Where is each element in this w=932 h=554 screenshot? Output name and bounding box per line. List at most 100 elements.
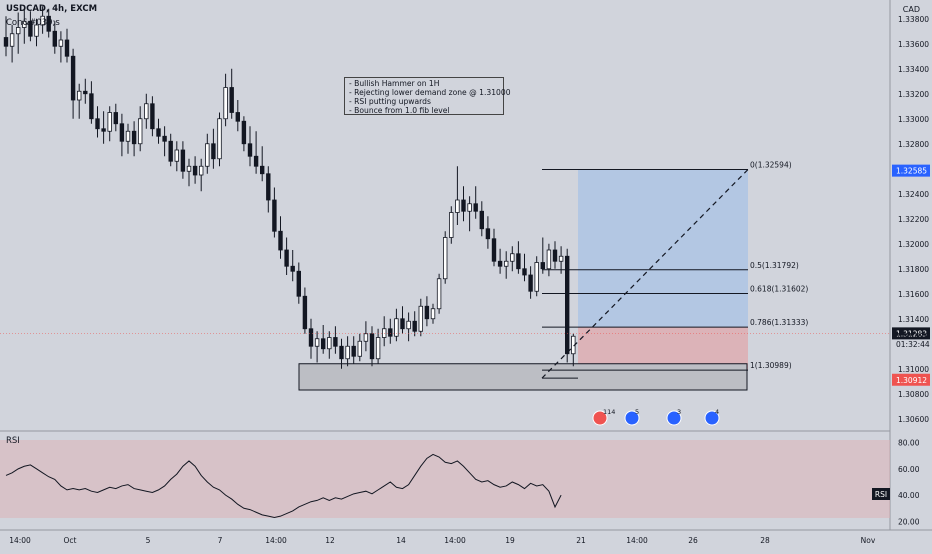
- candle[interactable]: [198, 165, 204, 176]
- candle[interactable]: [320, 338, 326, 350]
- candle[interactable]: [491, 238, 497, 262]
- candle[interactable]: [125, 130, 131, 142]
- candle[interactable]: [369, 333, 375, 360]
- candle[interactable]: [467, 203, 472, 212]
- candle[interactable]: [485, 228, 491, 240]
- event-flag-icon[interactable]: [592, 410, 608, 426]
- economic-event-badges[interactable]: 114 5 3 4: [592, 408, 720, 426]
- candlestick-series[interactable]: [3, 6, 576, 369]
- candle[interactable]: [3, 37, 9, 47]
- candle[interactable]: [503, 260, 509, 267]
- symbol-title[interactable]: USDCAD, 4h, EXCM: [6, 4, 98, 14]
- candle[interactable]: [461, 199, 466, 212]
- candle[interactable]: [333, 337, 338, 347]
- candle[interactable]: [339, 345, 344, 360]
- candle[interactable]: [278, 230, 283, 251]
- candle[interactable]: [565, 255, 570, 355]
- candle[interactable]: [58, 39, 64, 47]
- candle[interactable]: [205, 143, 210, 167]
- candle[interactable]: [363, 333, 369, 342]
- candle[interactable]: [436, 278, 442, 310]
- candle[interactable]: [546, 249, 552, 270]
- candle[interactable]: [77, 90, 82, 101]
- candle[interactable]: [89, 93, 94, 120]
- candle[interactable]: [259, 165, 265, 175]
- candle[interactable]: [174, 149, 179, 162]
- indicator-legend[interactable]: Con&#039;s: [6, 18, 60, 28]
- candle[interactable]: [46, 15, 51, 32]
- candle[interactable]: [253, 155, 259, 167]
- candle[interactable]: [296, 270, 301, 297]
- candle[interactable]: [137, 118, 143, 145]
- candle[interactable]: [308, 328, 314, 347]
- candle[interactable]: [247, 143, 253, 157]
- candle[interactable]: [522, 268, 527, 276]
- candle[interactable]: [516, 253, 521, 270]
- candle[interactable]: [144, 103, 149, 120]
- candle[interactable]: [9, 33, 15, 47]
- candle[interactable]: [314, 338, 320, 347]
- candle[interactable]: [266, 173, 271, 201]
- candle[interactable]: [95, 118, 100, 130]
- candle[interactable]: [473, 203, 478, 212]
- candle[interactable]: [70, 55, 76, 101]
- candle[interactable]: [388, 328, 393, 337]
- candle[interactable]: [284, 249, 289, 267]
- candle[interactable]: [412, 320, 417, 332]
- candle[interactable]: [28, 20, 33, 37]
- candle[interactable]: [400, 318, 405, 330]
- candle[interactable]: [394, 318, 399, 337]
- candle[interactable]: [119, 123, 125, 142]
- candle[interactable]: [327, 337, 332, 350]
- candle[interactable]: [540, 262, 545, 270]
- candle[interactable]: [52, 30, 57, 47]
- candle[interactable]: [211, 143, 216, 160]
- candle[interactable]: [430, 308, 436, 320]
- candle[interactable]: [168, 140, 173, 162]
- candle[interactable]: [22, 20, 27, 28]
- candle[interactable]: [186, 165, 192, 172]
- candle[interactable]: [528, 274, 533, 292]
- candle[interactable]: [406, 320, 411, 330]
- candle[interactable]: [418, 305, 423, 332]
- candle[interactable]: [442, 237, 448, 280]
- candle[interactable]: [534, 262, 539, 292]
- candle[interactable]: [351, 345, 356, 357]
- candle[interactable]: [345, 345, 350, 360]
- candle[interactable]: [101, 128, 106, 132]
- candle[interactable]: [497, 260, 503, 267]
- candle[interactable]: [107, 112, 112, 132]
- candle[interactable]: [302, 295, 308, 330]
- analysis-note[interactable]: - Bullish Hammer on 1H - Rejecting lower…: [344, 77, 511, 115]
- candle[interactable]: [150, 103, 155, 130]
- candle[interactable]: [217, 118, 222, 160]
- candle[interactable]: [223, 87, 228, 120]
- candle[interactable]: [479, 210, 484, 230]
- rsi-label[interactable]: RSI: [6, 436, 20, 446]
- rsi-line[interactable]: [5, 453, 562, 518]
- candle[interactable]: [449, 212, 454, 238]
- candle[interactable]: [241, 120, 247, 145]
- loss-zone[interactable]: [578, 327, 748, 371]
- fib-retracement[interactable]: 0(1.32594) 0.5(1.31792) 0.618(1.31602) 0.78…: [542, 161, 808, 379]
- candle[interactable]: [40, 15, 45, 26]
- candle[interactable]: [272, 199, 277, 232]
- candle[interactable]: [558, 255, 564, 262]
- demand-zone[interactable]: [298, 363, 748, 391]
- candle[interactable]: [229, 87, 234, 113]
- candle[interactable]: [552, 249, 558, 262]
- candle[interactable]: [375, 337, 381, 360]
- candle[interactable]: [162, 135, 167, 142]
- candle[interactable]: [83, 90, 88, 95]
- candle[interactable]: [180, 149, 186, 172]
- candle[interactable]: [357, 340, 362, 357]
- candle[interactable]: [235, 112, 240, 122]
- projection-line[interactable]: [541, 169, 749, 379]
- candle[interactable]: [192, 165, 198, 176]
- event-flag-icon[interactable]: [624, 410, 640, 426]
- candle[interactable]: [34, 24, 39, 37]
- candle[interactable]: [455, 199, 460, 213]
- event-flag-icon[interactable]: [666, 410, 682, 426]
